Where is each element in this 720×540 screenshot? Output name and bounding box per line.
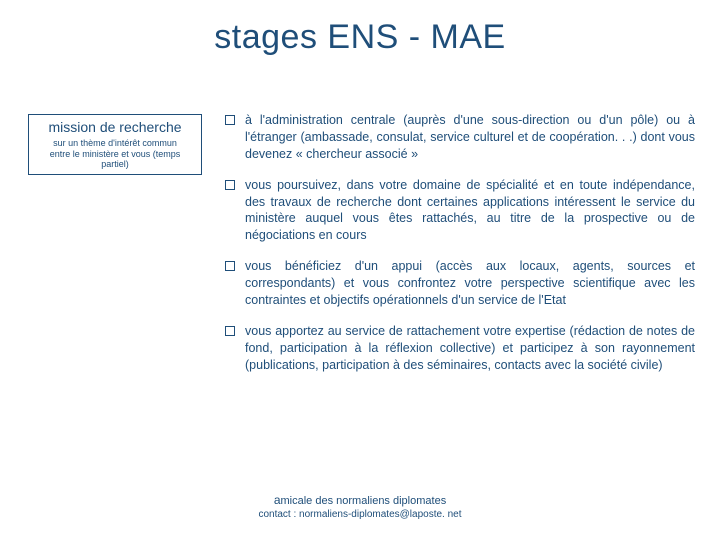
- bullet-text: vous bénéficiez d'un appui (accès aux lo…: [245, 258, 695, 309]
- footer-org-first-letter: a: [274, 493, 281, 507]
- footer-org: amicale des normaliens diplomates: [0, 493, 720, 507]
- mission-sub2: entre le ministère et vous (temps partie…: [35, 149, 195, 171]
- mission-heading: mission de recherche: [35, 119, 195, 136]
- mission-sub1: sur un thème d'intérêt commun: [35, 138, 195, 149]
- bullet-item: à l'administration centrale (auprès d'un…: [225, 112, 695, 163]
- bullet-text: à l'administration centrale (auprès d'un…: [245, 112, 695, 163]
- bullet-item: vous poursuivez, dans votre domaine de s…: [225, 177, 695, 245]
- bullet-text: vous apportez au service de rattachement…: [245, 323, 695, 374]
- bullet-list: à l'administration centrale (auprès d'un…: [225, 112, 695, 387]
- bullet-item: vous bénéficiez d'un appui (accès aux lo…: [225, 258, 695, 309]
- mission-box: mission de recherche sur un thème d'inté…: [28, 114, 202, 175]
- bullet-text: vous poursuivez, dans votre domaine de s…: [245, 177, 695, 245]
- footer: amicale des normaliens diplomates contac…: [0, 493, 720, 520]
- square-bullet-icon: [225, 326, 235, 336]
- square-bullet-icon: [225, 115, 235, 125]
- bullet-item: vous apportez au service de rattachement…: [225, 323, 695, 374]
- slide-title: stages ENS - MAE: [0, 0, 720, 67]
- footer-contact: contact : normaliens-diplomates@laposte.…: [0, 509, 720, 520]
- footer-org-rest: micale des normaliens diplomates: [281, 495, 447, 507]
- square-bullet-icon: [225, 180, 235, 190]
- square-bullet-icon: [225, 261, 235, 271]
